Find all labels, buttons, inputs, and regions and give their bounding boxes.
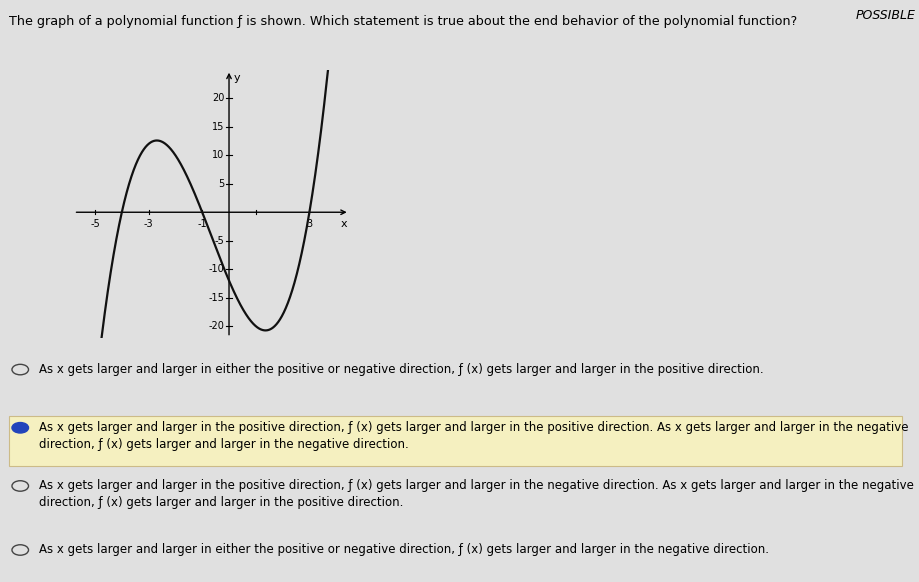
Text: y: y	[233, 73, 240, 83]
Text: -1: -1	[198, 219, 207, 229]
Text: As x gets larger and larger in either the positive or negative direction, ƒ (x) : As x gets larger and larger in either th…	[39, 543, 767, 556]
Text: 10: 10	[211, 150, 224, 160]
Text: 15: 15	[211, 122, 224, 132]
Text: -5: -5	[214, 236, 224, 246]
Text: As x gets larger and larger in either the positive or negative direction, ƒ (x) : As x gets larger and larger in either th…	[39, 363, 763, 375]
Text: -20: -20	[208, 321, 224, 331]
Text: 20: 20	[211, 93, 224, 104]
Text: 5: 5	[218, 179, 224, 189]
Text: x: x	[340, 219, 346, 229]
Text: -10: -10	[209, 264, 224, 274]
Text: POSSIBLE: POSSIBLE	[855, 9, 914, 22]
Text: As x gets larger and larger in the positive direction, ƒ (x) gets larger and lar: As x gets larger and larger in the posit…	[39, 421, 907, 451]
Text: -5: -5	[90, 219, 100, 229]
Text: -3: -3	[143, 219, 153, 229]
Text: As x gets larger and larger in the positive direction, ƒ (x) gets larger and lar: As x gets larger and larger in the posit…	[39, 479, 913, 509]
Text: The graph of a polynomial function ƒ is shown. Which statement is true about the: The graph of a polynomial function ƒ is …	[9, 15, 797, 27]
Text: -15: -15	[208, 293, 224, 303]
Text: 3: 3	[306, 219, 312, 229]
